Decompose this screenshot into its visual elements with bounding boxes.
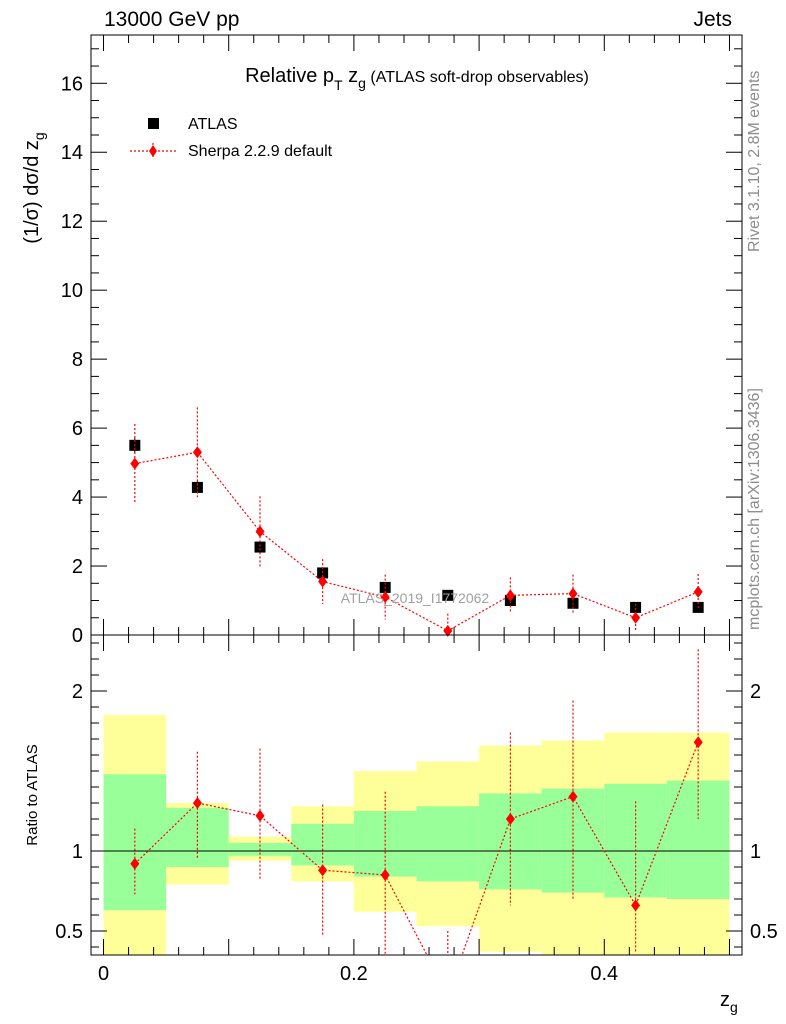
main-ytick-label: 10	[61, 280, 83, 302]
sherpa-point	[631, 611, 641, 624]
main-ytick-label: 6	[72, 418, 83, 440]
atlas-point	[254, 541, 266, 553]
main-ytick-label: 16	[61, 73, 83, 95]
sherpa-point	[192, 446, 202, 459]
ratio-ylabel: Ratio to ATLAS	[24, 744, 41, 845]
header-left: 13000 GeV pp	[104, 8, 240, 31]
watermark: ATLAS_2019_I1772062	[341, 590, 490, 606]
ratio-bands	[91, 715, 742, 955]
sherpa-point	[443, 624, 453, 637]
ratio-band-inner	[416, 806, 480, 882]
main-ylabel: (1/σ) dσ/d zg	[21, 132, 47, 243]
ratio-band-inner	[604, 783, 667, 898]
main-y-axis: 0 2 4 6 8 10 12 14 16	[61, 35, 742, 647]
main-title-paren: (ATLAS soft-drop observables)	[366, 69, 589, 86]
ratio-sherpa-point	[255, 809, 265, 822]
main-title-main: Relative p	[245, 65, 334, 87]
sherpa-point	[380, 591, 390, 604]
main-title-sub: T	[334, 77, 343, 93]
main-title: Relative pT zg (ATLAS soft-drop observab…	[245, 65, 589, 93]
ratio-marks	[130, 649, 703, 955]
ratio-xtick-label: 0	[98, 963, 109, 985]
ratio-sherpa-line	[134, 741, 699, 955]
atlas-point	[191, 481, 203, 493]
sherpa-point	[130, 457, 140, 470]
ratio-clipped-group	[130, 649, 703, 955]
main-ytick-label: 2	[72, 556, 83, 578]
ratio-xlabel-main: z	[720, 989, 730, 1011]
ratio-ytick-label: 2	[72, 681, 83, 703]
ratio-ytick-label-right: 0.5	[750, 921, 778, 943]
main-ylabel-main: (1/σ) dσ/d z	[21, 140, 43, 244]
ratio-xlabel: zg	[720, 989, 738, 1015]
sherpa-line	[134, 451, 699, 632]
ratio-band-inner	[666, 780, 730, 899]
ratio-sherpa-point	[130, 857, 140, 870]
ratio-sherpa-point	[505, 813, 515, 825]
legend-atlas-label: ATLAS	[188, 116, 238, 133]
ratio-ytick-label: 1	[72, 841, 83, 863]
atlas-point	[442, 589, 454, 601]
ratio-ytick-label-right: 2	[750, 681, 761, 703]
ratio-sherpa-point	[568, 790, 578, 803]
ratio-panel: 0.5 0.5 1 1 2 2 0 0.2 0.4 Ratio to ATLAS zg	[24, 634, 778, 1015]
header-right: Jets	[693, 8, 732, 31]
ratio-frame	[90, 634, 743, 956]
ratio-xtick-label: 0.4	[590, 963, 618, 985]
ratio-ytick-label: 0.5	[55, 921, 83, 943]
sherpa-point	[505, 589, 515, 602]
ratio-sherpa-point	[318, 864, 328, 877]
sherpa-point	[568, 587, 578, 600]
main-title-sub2: g	[358, 75, 366, 91]
ratio-xlabel-sub: g	[730, 999, 738, 1015]
atlas-point	[630, 601, 642, 613]
main-ytick-label: 12	[61, 211, 83, 233]
main-marks	[129, 407, 704, 637]
legend-sherpa-marker	[149, 145, 157, 157]
ratio-sherpa-point	[192, 797, 202, 809]
ratio-ytick-label-right: 1	[750, 841, 761, 863]
sherpa-point	[255, 525, 265, 538]
ratio-axes: 0.5 0.5 1 1 2 2 0 0.2 0.4	[55, 635, 778, 985]
ratio-sherpa-point	[693, 736, 703, 749]
main-ylabel-sub: g	[31, 132, 47, 140]
legend: ATLAS Sherpa 2.2.9 default	[130, 116, 333, 160]
main-ytick-label: 8	[72, 349, 83, 371]
main-ytick-label: 4	[72, 487, 83, 509]
sherpa-point	[318, 575, 328, 588]
main-ytick-label: 14	[61, 142, 83, 164]
ratio-sherpa-point	[380, 869, 390, 881]
legend-sherpa-label: Sherpa 2.2.9 default	[188, 143, 333, 160]
sherpa-point	[693, 585, 703, 598]
legend-atlas-marker	[148, 118, 159, 129]
ratio-xtick-label: 0.2	[340, 963, 368, 985]
main-title-mid: z	[343, 65, 359, 87]
ratio-sherpa-point	[631, 899, 641, 912]
main-ytick-label: 0	[72, 625, 83, 647]
